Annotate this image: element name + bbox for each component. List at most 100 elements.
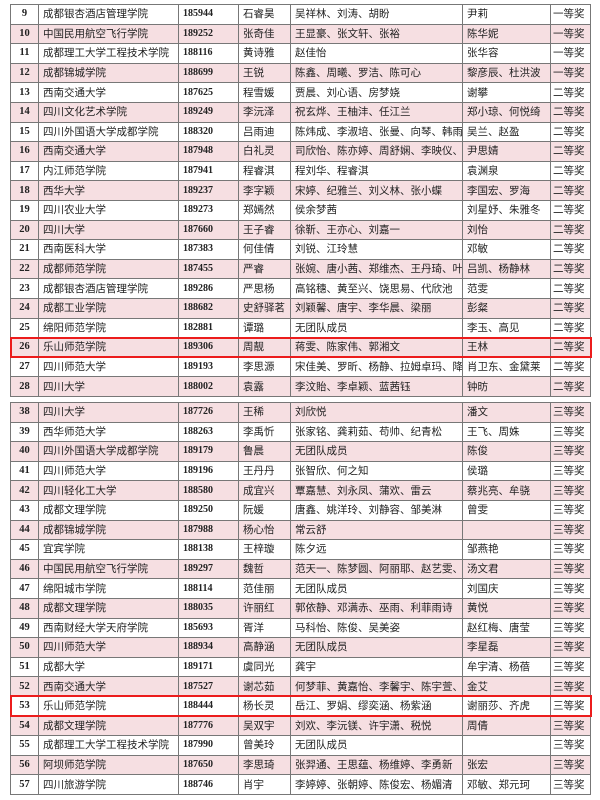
advisor: 蔡兆亮、牟骁 — [462, 480, 551, 501]
table-row: 55 成都理工大学工程技术学院 187990 曾美玲 无团队成员 三等奖 — [10, 735, 591, 756]
row-number: 56 — [10, 754, 39, 776]
team-leader: 魏哲 — [238, 558, 291, 580]
entry-id: 185693 — [178, 617, 239, 639]
team-members: 吴祥林、刘涛、胡盼 — [290, 4, 463, 25]
table-row: 23 成都银杏酒店管理学院 189286 严思杨 高铭穗、黄至兴、饶思易、代欣池 范雯 二等… — [10, 278, 591, 299]
advisor: 刘怡 — [462, 219, 551, 241]
team-members: 何梦菲、黄嘉怡、李馨宇、陈宇萱、苟欣茹 — [290, 676, 463, 697]
entry-id: 189193 — [178, 356, 239, 378]
advisor — [462, 735, 551, 756]
row-number: 26 — [10, 337, 39, 358]
award-level: 三等奖 — [550, 676, 591, 697]
school-name: 西南交通大学 — [38, 141, 179, 162]
entry-id: 188263 — [178, 421, 239, 443]
row-number: 50 — [10, 637, 39, 658]
team-leader: 高静涵 — [238, 637, 291, 658]
team-members: 祝玄烨、王柚沣、任江兰 — [290, 101, 463, 123]
table-row: 46中国民用航空飞行学院189297魏哲范天一、陈梦圆、阿丽耶、赵艺雯、肖静怡汤… — [10, 558, 591, 580]
award-level: 三等奖 — [550, 558, 591, 580]
entry-id: 185944 — [178, 4, 239, 25]
row-number: 47 — [10, 578, 39, 599]
team-members: 龚宇 — [290, 656, 463, 678]
row-number: 46 — [10, 558, 39, 580]
school-name: 成都锦城学院 — [38, 519, 179, 541]
school-name: 西南交通大学 — [38, 82, 179, 103]
advisor: 袁渊泉 — [462, 160, 551, 182]
award-level: 一等奖 — [550, 62, 591, 84]
team-members: 无团队成员 — [290, 637, 463, 658]
team-members: 无团队成员 — [290, 735, 463, 756]
school-name: 乐山师范学院 — [38, 337, 179, 358]
team-members: 张羿通、王思蕴、杨维婷、李勇新 — [290, 754, 463, 776]
team-members: 蒋雯、陈家伟、郭湘文 — [290, 337, 463, 358]
advisor: 吴兰、赵盈 — [462, 121, 551, 143]
school-name: 成都工业学院 — [38, 297, 179, 319]
school-name: 绵阳城市学院 — [38, 578, 179, 599]
team-members: 刘欢、李沅镁、许宇潇、税悦 — [290, 715, 463, 737]
table-row: 56 阿坝师范学院 187650 李思琦 张羿通、王思蕴、杨维婷、李勇新 张宏 三等奖 — [10, 754, 591, 776]
entry-id: 188934 — [178, 637, 239, 658]
award-level: 三等奖 — [550, 519, 591, 541]
award-level: 二等奖 — [550, 278, 591, 299]
team-members: 无团队成员 — [290, 578, 463, 599]
advisor: 彭粲 — [462, 297, 551, 319]
row-number: 17 — [10, 160, 39, 182]
entry-id: 187650 — [178, 754, 239, 776]
school-name: 成都文理学院 — [38, 715, 179, 737]
award-level: 三等奖 — [550, 637, 591, 658]
school-name: 西南财经大学天府学院 — [38, 617, 179, 639]
advisor: 尹思婧 — [462, 141, 551, 162]
row-number: 18 — [10, 180, 39, 201]
school-name: 绵阳师范学院 — [38, 317, 179, 339]
entry-id: 188746 — [178, 774, 239, 795]
team-members: 张智欣、何之知 — [290, 460, 463, 482]
row-number: 40 — [10, 441, 39, 462]
team-members: 张婉、唐小茜、郑维杰、王丹琦、叶梦竹 — [290, 258, 463, 280]
award-level: 二等奖 — [550, 82, 591, 103]
entry-id: 189196 — [178, 460, 239, 482]
school-name: 四川师范大学 — [38, 637, 179, 658]
row-number: 57 — [10, 774, 39, 795]
table-row: 25 绵阳师范学院 182881 谭璐 无团队成员 李玉、高见 二等奖 — [10, 317, 591, 339]
advisor: 郑小琼、何悦绮 — [462, 101, 551, 123]
team-leader: 杨心怡 — [238, 519, 291, 541]
advisor: 张华容 — [462, 43, 551, 64]
advisor: 邹燕艳 — [462, 539, 551, 560]
advisor: 刘星妤、朱雅冬 — [462, 199, 551, 221]
team-leader: 王稀 — [238, 402, 291, 423]
row-number: 42 — [10, 480, 39, 501]
award-level: 三等奖 — [550, 754, 591, 776]
advisor: 金艾 — [462, 676, 551, 697]
entry-id: 188699 — [178, 62, 239, 84]
table-row: 50 四川师范大学 188934 高静涵 无团队成员 李星磊 三等奖 — [10, 637, 591, 658]
row-number: 49 — [10, 617, 39, 639]
entry-id: 188116 — [178, 43, 239, 64]
advisor: 汤文君 — [462, 558, 551, 580]
team-leader: 吕雨迪 — [238, 121, 291, 143]
table-row: 54 成都文理学院 187776 吴双宇 刘欢、李沅镁、许宇潇、税悦 周倩 三等奖 — [10, 715, 591, 737]
table-row: 22成都师范学院187455严睿张婉、唐小茜、郑维杰、王丹琦、叶梦竹吕凯、杨静林… — [10, 258, 591, 280]
award-level: 二等奖 — [550, 160, 591, 182]
row-number: 55 — [10, 735, 39, 756]
entry-id: 187988 — [178, 519, 239, 541]
team-members: 陈炜成、李淑培、张曼、向琴、韩雨彤 — [290, 121, 463, 143]
award-level: 二等奖 — [550, 337, 591, 358]
advisor: 陈华妮 — [462, 23, 551, 45]
advisor: 刘国庆 — [462, 578, 551, 599]
entry-id: 188002 — [178, 376, 239, 397]
award-level: 二等奖 — [550, 297, 591, 319]
team-members: 张家铭、龚莉茹、苟帅、纪青松 — [290, 421, 463, 443]
row-number: 48 — [10, 597, 39, 619]
school-name: 成都锦城学院 — [38, 62, 179, 84]
team-leader: 李字颖 — [238, 180, 291, 201]
award-level: 二等奖 — [550, 317, 591, 339]
school-name: 宜宾学院 — [38, 539, 179, 560]
row-number: 54 — [10, 715, 39, 737]
team-members: 赵佳怡 — [290, 43, 463, 64]
team-leader: 胥洋 — [238, 617, 291, 639]
table-row: 42 四川轻化工大学 188580 成宜兴 覃嘉慧、刘永凤、蒲欢、雷云 蔡兆亮、牟骁 三等奖 — [10, 480, 591, 501]
team-members: 郭依静、邓满赤、巫雨、利菲雨诗 — [290, 597, 463, 619]
school-name: 成都银杏酒店管理学院 — [38, 4, 179, 25]
entry-id: 187660 — [178, 219, 239, 241]
school-name: 中国民用航空飞行学院 — [38, 558, 179, 580]
